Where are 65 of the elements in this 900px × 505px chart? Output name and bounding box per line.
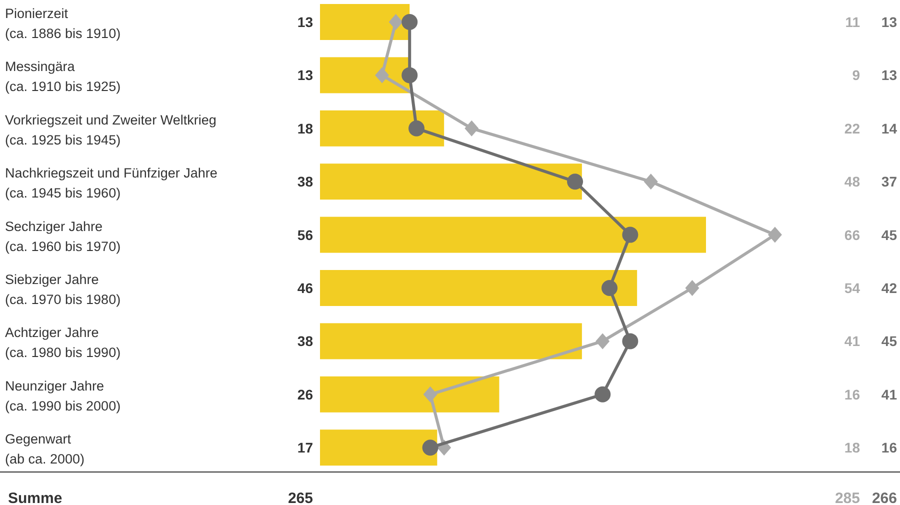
bar — [320, 164, 582, 200]
bar — [320, 110, 444, 146]
data-label: 48 — [844, 174, 860, 190]
point — [402, 67, 418, 84]
data-label: 45 — [881, 333, 898, 350]
data-label: 26 — [297, 386, 314, 402]
point — [464, 120, 479, 136]
y-tick-label: Sechziger Jahre (ca. 1960 bis 1970) — [5, 218, 121, 254]
point — [685, 280, 700, 296]
bar — [320, 323, 582, 360]
data-label: 46 — [297, 280, 314, 296]
data-label: 13 — [881, 67, 898, 84]
bar — [320, 216, 706, 253]
data-label: 17 — [297, 440, 314, 456]
point — [622, 333, 638, 350]
data-label: 66 — [844, 226, 860, 243]
point — [408, 120, 424, 136]
point — [768, 226, 782, 243]
data-label: 45 — [881, 226, 898, 243]
y-tick-label: Gegenwart (ab ca. 2000) — [5, 432, 85, 467]
text: 265 — [288, 490, 313, 505]
data-label: 18 — [297, 120, 314, 136]
data-label: 16 — [881, 440, 898, 456]
y-tick-label: Siebziger Jahre (ca. 1970 bis 1980) — [5, 272, 121, 307]
point — [567, 174, 584, 190]
bar — [320, 4, 410, 40]
y-tick-label: Messingära (ca. 1910 bis 1925) — [5, 59, 121, 94]
y-tick-label: Vorkriegszeit und Zweiter Weltkrieg (ca. 1925 bis 1945) — [5, 112, 216, 148]
data-label: 56 — [297, 226, 314, 243]
point — [596, 333, 610, 350]
data-label: 41 — [844, 333, 860, 350]
point — [375, 67, 390, 84]
data-label: 13 — [297, 67, 314, 84]
data-label: 14 — [881, 120, 898, 136]
point — [388, 14, 403, 30]
point — [644, 174, 658, 190]
data-label: 9 — [852, 67, 860, 84]
bar — [320, 430, 438, 466]
bar — [320, 376, 500, 412]
text: 266 — [872, 490, 897, 505]
data-label: 37 — [881, 174, 898, 190]
y-tick-label: Neunziger Jahre (ca. 1990 bis 2000) — [5, 378, 121, 414]
data-label: 54 — [844, 280, 860, 296]
point — [422, 440, 438, 456]
y-tick-label: Pionierzeit (ca. 1886 bis 1910) — [5, 6, 121, 41]
data-label: 38 — [297, 333, 314, 350]
data-label: 38 — [297, 174, 314, 190]
data-label: 18 — [844, 440, 860, 456]
bar — [320, 270, 638, 306]
y-tick-label: Nachkriegszeit und Fünfziger Jahre (ca. 1945 bis 1960) — [5, 166, 218, 201]
data-label: 13 — [297, 14, 314, 30]
y-tick-label: Achtziger Jahre (ca. 1980 bis 1990) — [5, 325, 121, 360]
point — [402, 14, 418, 30]
data-label: 13 — [881, 14, 898, 30]
point — [622, 226, 638, 243]
point — [594, 386, 611, 402]
text: 285 — [834, 490, 860, 505]
data-label: 11 — [845, 14, 860, 30]
text: Summe — [8, 490, 62, 505]
data-label: 22 — [844, 120, 860, 136]
data-label: 42 — [881, 280, 898, 296]
point — [602, 280, 618, 296]
point — [423, 386, 438, 402]
data-label: 16 — [844, 386, 860, 402]
data-label: 41 — [881, 386, 898, 402]
